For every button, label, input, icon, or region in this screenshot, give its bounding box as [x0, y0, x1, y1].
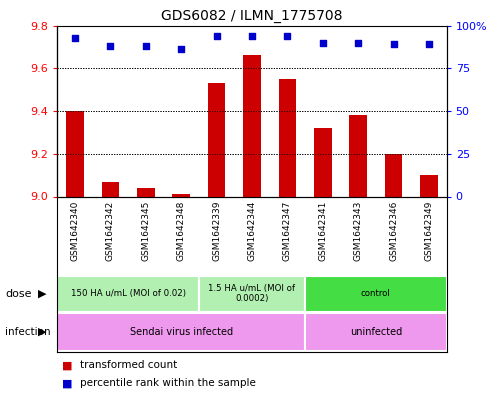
Bar [66, 111, 84, 196]
Point [390, 41, 398, 48]
Text: percentile rank within the sample: percentile rank within the sample [80, 378, 255, 388]
Bar [199, 276, 305, 312]
Bar [305, 313, 447, 351]
Point [142, 43, 150, 49]
Title: GDS6082 / ILMN_1775708: GDS6082 / ILMN_1775708 [161, 9, 343, 23]
Text: GSM1642342: GSM1642342 [106, 200, 115, 261]
Bar [385, 154, 402, 196]
Bar [349, 115, 367, 196]
Text: ▶: ▶ [38, 289, 47, 299]
Bar [208, 83, 226, 196]
Text: control: control [361, 289, 391, 298]
Text: Sendai virus infected: Sendai virus infected [130, 327, 233, 337]
Bar [57, 313, 305, 351]
Point [71, 34, 79, 40]
Text: infection: infection [5, 327, 50, 337]
Text: GSM1642349: GSM1642349 [425, 200, 434, 261]
Text: GSM1642345: GSM1642345 [141, 200, 150, 261]
Text: ■: ■ [62, 378, 73, 388]
Point [248, 33, 256, 39]
Point [319, 39, 327, 46]
Text: uninfected: uninfected [350, 327, 402, 337]
Point [177, 46, 185, 53]
Bar [57, 276, 199, 312]
Point [283, 33, 291, 39]
Text: GSM1642346: GSM1642346 [389, 200, 398, 261]
Text: transformed count: transformed count [80, 360, 177, 371]
Bar [243, 55, 261, 196]
Text: GSM1642339: GSM1642339 [212, 200, 221, 261]
Point [425, 41, 433, 48]
Bar [305, 276, 447, 312]
Point [106, 43, 114, 49]
Text: ■: ■ [62, 360, 73, 371]
Bar [137, 188, 155, 196]
Text: GSM1642341: GSM1642341 [318, 200, 327, 261]
Bar [102, 182, 119, 196]
Text: 150 HA u/mL (MOI of 0.02): 150 HA u/mL (MOI of 0.02) [71, 289, 186, 298]
Text: GSM1642343: GSM1642343 [354, 200, 363, 261]
Bar [172, 195, 190, 196]
Point [354, 39, 362, 46]
Text: GSM1642347: GSM1642347 [283, 200, 292, 261]
Text: GSM1642340: GSM1642340 [70, 200, 79, 261]
Bar [278, 79, 296, 196]
Text: GSM1642344: GSM1642344 [248, 200, 256, 261]
Bar [420, 175, 438, 196]
Text: dose: dose [5, 289, 31, 299]
Text: 1.5 HA u/mL (MOI of
0.0002): 1.5 HA u/mL (MOI of 0.0002) [209, 284, 295, 303]
Bar [314, 128, 332, 196]
Text: GSM1642348: GSM1642348 [177, 200, 186, 261]
Point [213, 33, 221, 39]
Text: ▶: ▶ [38, 327, 47, 337]
